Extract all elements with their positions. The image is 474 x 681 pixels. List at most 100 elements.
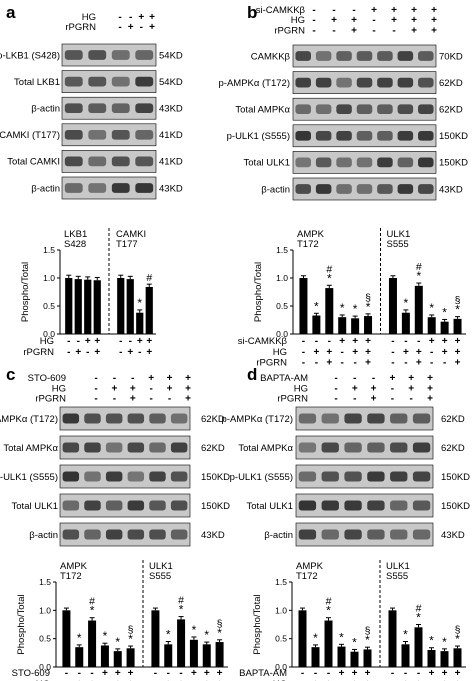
bottom-sign: + — [352, 668, 358, 679]
blot-band — [111, 183, 130, 193]
header-sign: - — [118, 12, 121, 23]
bottom-row-label: rPGRN — [23, 347, 54, 358]
blot-band — [377, 184, 393, 194]
blot-band — [344, 500, 362, 511]
bottom-sign: + — [339, 336, 345, 347]
bottom-sign: - — [103, 679, 106, 681]
header-label: rPGRN — [65, 22, 96, 33]
blot-band — [418, 104, 434, 115]
bar — [388, 278, 397, 334]
bottom-sign: + — [146, 336, 152, 347]
blot-band — [377, 77, 393, 88]
blot-background — [61, 70, 157, 93]
header-sign: - — [334, 383, 337, 394]
header-sign: + — [391, 5, 397, 16]
blot-band — [390, 529, 408, 540]
significance-mark: * — [77, 631, 82, 645]
significance-mark: * — [366, 300, 371, 314]
blot-band — [418, 130, 434, 141]
blot-background — [61, 150, 157, 173]
blot-label: p-AMPKα (T172) — [222, 414, 293, 425]
blot-strip: Total AMPKα 62KD — [3, 435, 225, 460]
y-axis-label: Phospho/Total — [253, 262, 264, 322]
header-sign: - — [113, 394, 116, 405]
bottom-sign: + — [416, 347, 422, 358]
group-label: ULK1 — [386, 561, 410, 572]
bottom-sign: - — [417, 668, 420, 679]
header-sign: - — [150, 394, 153, 405]
bottom-row-label: rPGRN — [256, 358, 287, 369]
blot-band — [315, 51, 332, 61]
blot-band — [64, 76, 83, 87]
blot-band — [149, 471, 166, 482]
significance-mark: # — [146, 272, 152, 284]
blot-label: p-CAMKI (T177) — [0, 130, 60, 141]
bar — [65, 278, 73, 334]
blot-band — [170, 442, 188, 453]
blot-band — [397, 104, 414, 115]
header-sign: + — [408, 383, 414, 394]
blot-kd: 54KD — [159, 50, 183, 61]
blot-label: p-AMPKα (T172) — [219, 78, 290, 89]
bottom-row-label: STO-609 — [12, 668, 50, 679]
bar — [298, 610, 307, 667]
header-label: HG — [82, 12, 96, 23]
bottom-sign: - — [78, 668, 81, 679]
y-tick-label: 0.0 — [43, 329, 55, 339]
bottom-sign: - — [302, 347, 305, 358]
blot-strip: p-ULK1 (S555) 150KD — [0, 464, 230, 489]
header-sign: + — [167, 383, 173, 394]
blot-strip: p-AMPKα (T172) 62KD — [219, 71, 463, 94]
blot-band — [84, 442, 101, 453]
blot-band — [418, 51, 434, 61]
bottom-sign: + — [128, 679, 134, 681]
header-sign: + — [408, 373, 414, 384]
y-tick-label: 1.0 — [276, 273, 288, 283]
blot-band — [356, 104, 373, 115]
blot-band — [367, 529, 385, 540]
significance-mark: * — [326, 604, 331, 618]
y-tick-label: 1.0 — [39, 605, 51, 615]
significance-mark: * — [327, 271, 332, 285]
blot-band — [170, 500, 188, 511]
bar — [401, 312, 410, 334]
bottom-sign: + — [442, 668, 448, 679]
header-sign: + — [149, 22, 155, 33]
bottom-sign: + — [416, 358, 422, 369]
header-label: STO-609 — [28, 373, 66, 384]
bottom-sign: + — [137, 336, 143, 347]
blot-band — [84, 500, 101, 511]
blot-band — [105, 529, 123, 540]
blot-band — [390, 413, 408, 424]
blot-band — [336, 130, 352, 141]
bottom-sign: + — [85, 336, 91, 347]
panel-letter: d — [247, 365, 257, 384]
bottom-sign: + — [416, 679, 422, 681]
bottom-sign: + — [455, 679, 461, 681]
blot-band — [412, 471, 431, 482]
blot-band — [412, 500, 431, 511]
bar — [202, 644, 211, 667]
header-sign: + — [411, 5, 417, 16]
blot-label: Total ULK1 — [244, 158, 290, 169]
blot-band — [105, 500, 123, 511]
blot-band — [64, 103, 83, 114]
panel-letter: a — [6, 3, 16, 22]
bottom-sign: - — [154, 668, 157, 679]
bar — [312, 315, 321, 334]
header-label: HG — [52, 383, 66, 394]
blot-band — [62, 442, 80, 453]
blot-band — [367, 442, 385, 453]
bar — [311, 647, 320, 667]
y-tick-label: 0.5 — [275, 634, 287, 644]
blot-background — [61, 176, 157, 200]
blot-strip: β-actin 43KD — [261, 177, 463, 201]
header-sign: + — [371, 394, 377, 405]
blot-band — [84, 471, 101, 482]
bottom-sign: - — [430, 679, 433, 681]
header-sign: - — [334, 373, 337, 384]
header-label: rPGRN — [35, 394, 66, 405]
blot-band — [62, 529, 80, 540]
blot-band — [321, 442, 339, 453]
blot-band — [111, 103, 130, 114]
